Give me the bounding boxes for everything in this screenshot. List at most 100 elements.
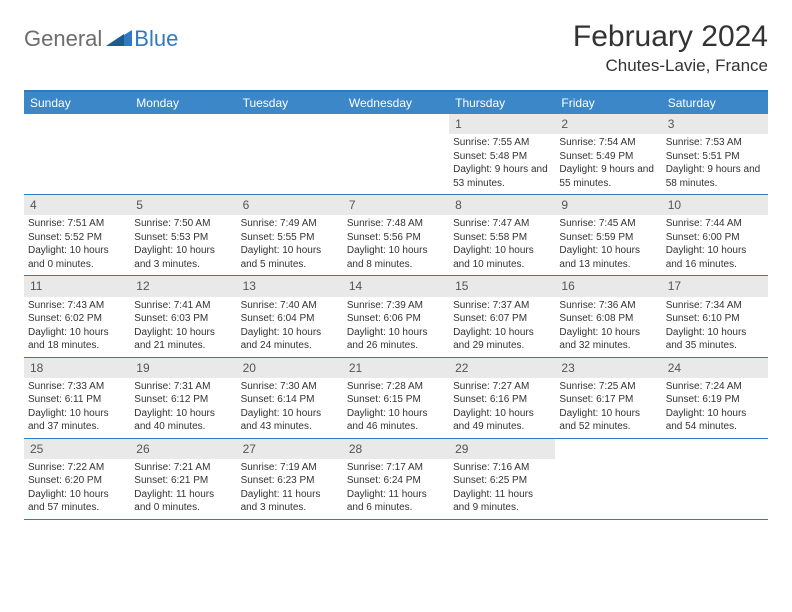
day-cell: 12Sunrise: 7:41 AMSunset: 6:03 PMDayligh… bbox=[130, 276, 236, 356]
day-content: Sunrise: 7:21 AMSunset: 6:21 PMDaylight:… bbox=[130, 459, 236, 519]
day-cell: 8Sunrise: 7:47 AMSunset: 5:58 PMDaylight… bbox=[449, 195, 555, 275]
day-content: Sunrise: 7:50 AMSunset: 5:53 PMDaylight:… bbox=[130, 215, 236, 275]
sunrise-text: Sunrise: 7:16 AM bbox=[453, 461, 551, 475]
sunrise-text: Sunrise: 7:48 AM bbox=[347, 217, 445, 231]
sunset-text: Sunset: 6:08 PM bbox=[559, 312, 657, 326]
daylight-text: Daylight: 10 hours and 32 minutes. bbox=[559, 326, 657, 353]
daylight-text: Daylight: 10 hours and 21 minutes. bbox=[134, 326, 232, 353]
week-row: 11Sunrise: 7:43 AMSunset: 6:02 PMDayligh… bbox=[24, 276, 768, 357]
day-content: Sunrise: 7:22 AMSunset: 6:20 PMDaylight:… bbox=[24, 459, 130, 519]
sunset-text: Sunset: 6:12 PM bbox=[134, 393, 232, 407]
daylight-text: Daylight: 10 hours and 29 minutes. bbox=[453, 326, 551, 353]
day-content: Sunrise: 7:34 AMSunset: 6:10 PMDaylight:… bbox=[662, 297, 768, 357]
sunset-text: Sunset: 6:07 PM bbox=[453, 312, 551, 326]
sunset-text: Sunset: 5:49 PM bbox=[559, 150, 657, 164]
day-cell: 21Sunrise: 7:28 AMSunset: 6:15 PMDayligh… bbox=[343, 358, 449, 438]
week-row: ....1Sunrise: 7:55 AMSunset: 5:48 PMDayl… bbox=[24, 114, 768, 195]
day-content: Sunrise: 7:30 AMSunset: 6:14 PMDaylight:… bbox=[237, 378, 343, 438]
brand-part1: General bbox=[24, 26, 102, 52]
day-number: 18 bbox=[24, 358, 130, 378]
sunrise-text: Sunrise: 7:34 AM bbox=[666, 299, 764, 313]
sunrise-text: Sunrise: 7:53 AM bbox=[666, 136, 764, 150]
day-header: Thursday bbox=[449, 92, 555, 114]
week-row: 4Sunrise: 7:51 AMSunset: 5:52 PMDaylight… bbox=[24, 195, 768, 276]
day-number: 6 bbox=[237, 195, 343, 215]
day-number: 28 bbox=[343, 439, 449, 459]
day-number: 15 bbox=[449, 276, 555, 296]
sunset-text: Sunset: 5:48 PM bbox=[453, 150, 551, 164]
sunset-text: Sunset: 5:56 PM bbox=[347, 231, 445, 245]
daylight-text: Daylight: 10 hours and 37 minutes. bbox=[28, 407, 126, 434]
daylight-text: Daylight: 10 hours and 35 minutes. bbox=[666, 326, 764, 353]
sunrise-text: Sunrise: 7:45 AM bbox=[559, 217, 657, 231]
day-cell: . bbox=[130, 114, 236, 194]
sunrise-text: Sunrise: 7:36 AM bbox=[559, 299, 657, 313]
day-content: Sunrise: 7:19 AMSunset: 6:23 PMDaylight:… bbox=[237, 459, 343, 519]
sunrise-text: Sunrise: 7:54 AM bbox=[559, 136, 657, 150]
sunset-text: Sunset: 6:16 PM bbox=[453, 393, 551, 407]
sunrise-text: Sunrise: 7:41 AM bbox=[134, 299, 232, 313]
sunset-text: Sunset: 6:17 PM bbox=[559, 393, 657, 407]
day-cell: 17Sunrise: 7:34 AMSunset: 6:10 PMDayligh… bbox=[662, 276, 768, 356]
day-cell: 29Sunrise: 7:16 AMSunset: 6:25 PMDayligh… bbox=[449, 439, 555, 519]
daylight-text: Daylight: 10 hours and 26 minutes. bbox=[347, 326, 445, 353]
daylight-text: Daylight: 10 hours and 57 minutes. bbox=[28, 488, 126, 515]
sunrise-text: Sunrise: 7:44 AM bbox=[666, 217, 764, 231]
day-cell: 9Sunrise: 7:45 AMSunset: 5:59 PMDaylight… bbox=[555, 195, 661, 275]
location-label: Chutes-Lavie, France bbox=[573, 56, 768, 76]
sunrise-text: Sunrise: 7:25 AM bbox=[559, 380, 657, 394]
sunset-text: Sunset: 6:10 PM bbox=[666, 312, 764, 326]
weeks-container: ....1Sunrise: 7:55 AMSunset: 5:48 PMDayl… bbox=[24, 114, 768, 520]
day-content: Sunrise: 7:54 AMSunset: 5:49 PMDaylight:… bbox=[555, 134, 661, 194]
daylight-text: Daylight: 10 hours and 52 minutes. bbox=[559, 407, 657, 434]
day-content: Sunrise: 7:33 AMSunset: 6:11 PMDaylight:… bbox=[24, 378, 130, 438]
day-number: 12 bbox=[130, 276, 236, 296]
daylight-text: Daylight: 10 hours and 13 minutes. bbox=[559, 244, 657, 271]
day-number: 29 bbox=[449, 439, 555, 459]
day-cell: . bbox=[662, 439, 768, 519]
sunset-text: Sunset: 6:04 PM bbox=[241, 312, 339, 326]
sunset-text: Sunset: 5:51 PM bbox=[666, 150, 764, 164]
day-number: 24 bbox=[662, 358, 768, 378]
day-number: 22 bbox=[449, 358, 555, 378]
day-content: Sunrise: 7:47 AMSunset: 5:58 PMDaylight:… bbox=[449, 215, 555, 275]
sunrise-text: Sunrise: 7:30 AM bbox=[241, 380, 339, 394]
day-number: 19 bbox=[130, 358, 236, 378]
day-header: Friday bbox=[555, 92, 661, 114]
day-cell: 14Sunrise: 7:39 AMSunset: 6:06 PMDayligh… bbox=[343, 276, 449, 356]
day-content: Sunrise: 7:51 AMSunset: 5:52 PMDaylight:… bbox=[24, 215, 130, 275]
sunrise-text: Sunrise: 7:39 AM bbox=[347, 299, 445, 313]
day-content: Sunrise: 7:37 AMSunset: 6:07 PMDaylight:… bbox=[449, 297, 555, 357]
day-cell: 22Sunrise: 7:27 AMSunset: 6:16 PMDayligh… bbox=[449, 358, 555, 438]
sunset-text: Sunset: 5:59 PM bbox=[559, 231, 657, 245]
day-cell: 10Sunrise: 7:44 AMSunset: 6:00 PMDayligh… bbox=[662, 195, 768, 275]
sunset-text: Sunset: 6:23 PM bbox=[241, 474, 339, 488]
day-content: Sunrise: 7:45 AMSunset: 5:59 PMDaylight:… bbox=[555, 215, 661, 275]
sunset-text: Sunset: 6:00 PM bbox=[666, 231, 764, 245]
daylight-text: Daylight: 10 hours and 54 minutes. bbox=[666, 407, 764, 434]
day-content: Sunrise: 7:24 AMSunset: 6:19 PMDaylight:… bbox=[662, 378, 768, 438]
day-content: Sunrise: 7:48 AMSunset: 5:56 PMDaylight:… bbox=[343, 215, 449, 275]
day-header: Wednesday bbox=[343, 92, 449, 114]
day-content: Sunrise: 7:55 AMSunset: 5:48 PMDaylight:… bbox=[449, 134, 555, 194]
logo-triangle-icon bbox=[106, 28, 132, 51]
day-number: 13 bbox=[237, 276, 343, 296]
sunset-text: Sunset: 6:21 PM bbox=[134, 474, 232, 488]
day-number: 20 bbox=[237, 358, 343, 378]
day-cell: 27Sunrise: 7:19 AMSunset: 6:23 PMDayligh… bbox=[237, 439, 343, 519]
sunset-text: Sunset: 6:24 PM bbox=[347, 474, 445, 488]
sunset-text: Sunset: 6:20 PM bbox=[28, 474, 126, 488]
daylight-text: Daylight: 10 hours and 8 minutes. bbox=[347, 244, 445, 271]
daylight-text: Daylight: 10 hours and 24 minutes. bbox=[241, 326, 339, 353]
sunset-text: Sunset: 5:52 PM bbox=[28, 231, 126, 245]
sunrise-text: Sunrise: 7:51 AM bbox=[28, 217, 126, 231]
week-row: 18Sunrise: 7:33 AMSunset: 6:11 PMDayligh… bbox=[24, 358, 768, 439]
day-cell: 6Sunrise: 7:49 AMSunset: 5:55 PMDaylight… bbox=[237, 195, 343, 275]
day-number: 10 bbox=[662, 195, 768, 215]
day-content: Sunrise: 7:49 AMSunset: 5:55 PMDaylight:… bbox=[237, 215, 343, 275]
sunset-text: Sunset: 6:25 PM bbox=[453, 474, 551, 488]
day-header: Saturday bbox=[662, 92, 768, 114]
daylight-text: Daylight: 10 hours and 0 minutes. bbox=[28, 244, 126, 271]
daylight-text: Daylight: 10 hours and 3 minutes. bbox=[134, 244, 232, 271]
day-content: Sunrise: 7:41 AMSunset: 6:03 PMDaylight:… bbox=[130, 297, 236, 357]
